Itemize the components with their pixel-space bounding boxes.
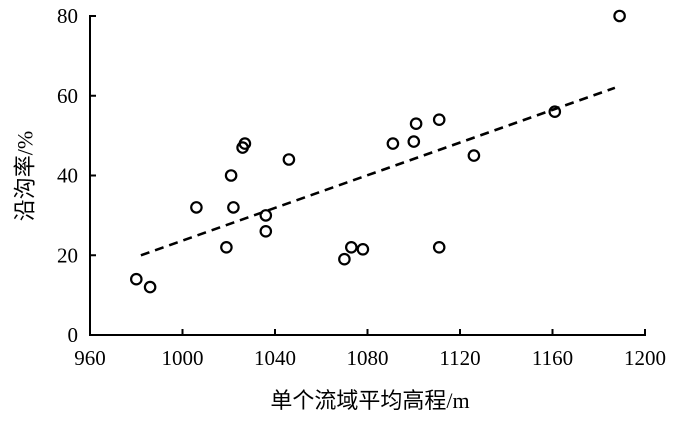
data-point (432, 113, 446, 126)
y-tick-label: 60 (57, 84, 78, 108)
data-point (130, 272, 143, 286)
x-tick-label: 1040 (254, 346, 296, 370)
data-point (220, 241, 233, 254)
x-tick-label: 960 (74, 346, 106, 370)
data-point (409, 117, 423, 130)
y-tick-label: 80 (57, 4, 78, 28)
y-tick-label: 0 (68, 323, 79, 347)
data-point (386, 137, 400, 150)
data-point (548, 105, 562, 118)
y-axis-title: 沿沟率/% (13, 131, 38, 221)
data-point (224, 169, 238, 182)
data-point (259, 225, 273, 238)
data-point (432, 241, 446, 254)
x-tick-label: 1000 (162, 346, 204, 370)
data-point (143, 280, 157, 294)
x-axis-ticks: 960 1000 1040 1080 1120 1160 1200 (74, 329, 666, 370)
data-point (613, 9, 626, 23)
data-point (282, 153, 296, 166)
plot-area: 960 1000 1040 1080 1120 1160 1200 0 20 40 60 80 (57, 4, 666, 370)
data-point (467, 149, 481, 162)
x-tick-label: 1200 (624, 346, 666, 370)
series-layer (130, 9, 626, 294)
y-tick-label: 20 (57, 243, 78, 267)
x-axis-title: 单个流域平均高程/m (270, 388, 469, 413)
x-tick-label: 1160 (532, 346, 573, 370)
data-point (190, 201, 203, 214)
data-point (259, 209, 273, 222)
data-point (238, 137, 252, 150)
data-point (407, 135, 421, 148)
data-point (338, 252, 351, 266)
data-point (344, 241, 358, 254)
x-tick-label: 1080 (347, 346, 389, 370)
data-point (227, 201, 240, 214)
trend-line (140, 86, 616, 257)
x-tick-label: 1120 (439, 346, 480, 370)
y-tick-label: 40 (57, 164, 78, 188)
data-point (356, 243, 370, 256)
y-axis-ticks: 0 20 40 60 80 (57, 4, 96, 347)
